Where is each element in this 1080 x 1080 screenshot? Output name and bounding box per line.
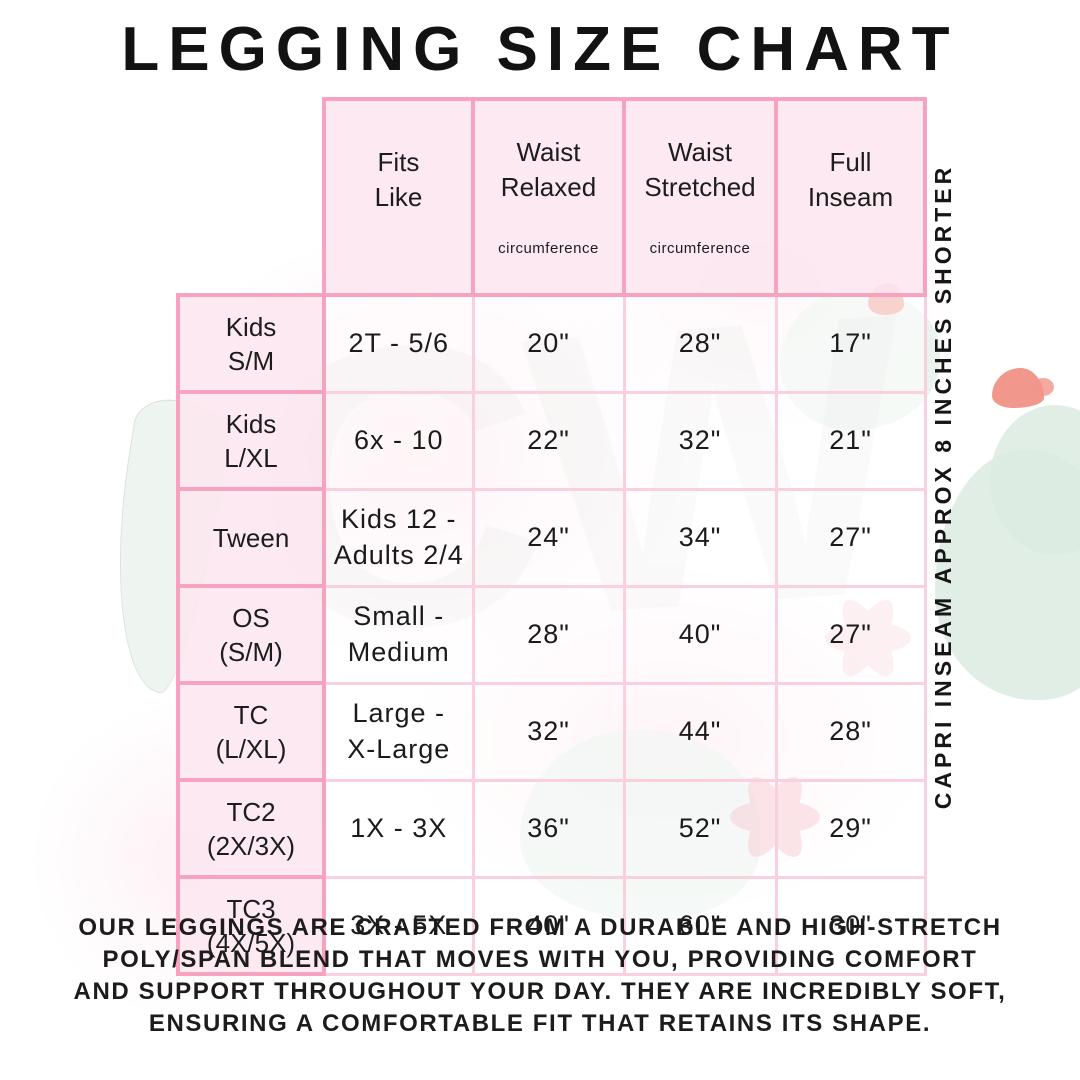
waist-relaxed-cell: 32" xyxy=(471,681,626,782)
waist-relaxed-cell: 22" xyxy=(471,390,626,491)
fits-like-cell: 2T - 5/6 xyxy=(322,293,475,394)
column-header-full-inseam: Full Inseam xyxy=(774,96,927,298)
waist-stretched-cell: 32" xyxy=(622,390,778,491)
size-label-cell: TC (L/XL) xyxy=(176,681,326,783)
legging-size-table: Fits Like Waist Relaxed circumference Wa… xyxy=(176,96,927,977)
size-label-cell: TC2 (2X/3X) xyxy=(176,778,326,880)
column-header-subnote: circumference xyxy=(498,240,599,258)
table-row: OS (S/M) Small - Medium 28" 40" 27" xyxy=(176,584,927,686)
column-header-label: Waist Stretched xyxy=(644,137,756,202)
waist-stretched-cell: 28" xyxy=(622,293,778,394)
full-inseam-cell: 29" xyxy=(774,778,927,879)
size-label-cell: Kids S/M xyxy=(176,293,326,395)
column-header-subnote: circumference xyxy=(649,240,751,258)
table-row: Tween Kids 12 - Adults 2/4 24" 34" 27" xyxy=(176,487,927,589)
full-inseam-cell: 27" xyxy=(774,487,927,588)
column-header-label: Full Inseam xyxy=(807,147,894,212)
waist-relaxed-cell: 24" xyxy=(471,487,626,588)
column-header-fits-like: Fits Like xyxy=(322,96,475,298)
full-inseam-cell: 30" xyxy=(774,875,927,976)
waist-relaxed-cell: 28" xyxy=(471,584,626,685)
waist-relaxed-cell: 36" xyxy=(471,778,626,879)
page-title: LEGGING SIZE CHART xyxy=(121,15,959,84)
column-header-waist-relaxed: Waist Relaxed circumference xyxy=(471,96,626,298)
waist-stretched-cell: 52" xyxy=(622,778,778,879)
table-header-row: Fits Like Waist Relaxed circumference Wa… xyxy=(178,96,927,298)
full-inseam-cell: 28" xyxy=(774,681,927,782)
fits-like-cell: 3X - 5X xyxy=(322,875,475,976)
size-label-cell: Tween xyxy=(176,487,326,589)
corner-cell xyxy=(178,99,324,295)
size-label-cell: TC3 (4X/5X) xyxy=(176,875,326,977)
product-description: OUR LEGGINGS ARE CRAFTED FROM A DURABLE … xyxy=(73,914,1007,1037)
column-header-label: Fits Like xyxy=(374,147,423,212)
table-row: TC2 (2X/3X) 1X - 3X 36" 52" 29" xyxy=(176,778,927,880)
size-label-cell: OS (S/M) xyxy=(176,584,326,686)
waist-stretched-cell: 40" xyxy=(622,584,778,685)
waist-stretched-cell: 34" xyxy=(622,487,778,588)
waist-stretched-cell: 44" xyxy=(622,681,778,782)
size-label-cell: Kids L/XL xyxy=(176,390,326,492)
fits-like-cell: Kids 12 - Adults 2/4 xyxy=(322,487,475,588)
cactus-illustration xyxy=(990,405,1080,555)
capri-inseam-note-text: CAPRI INSEAM APPROX 8 INCHES SHORTER xyxy=(930,163,957,810)
fits-like-cell: Small - Medium xyxy=(322,584,475,685)
fits-like-cell: 6x - 10 xyxy=(322,390,475,491)
fits-like-cell: 1X - 3X xyxy=(322,778,475,879)
column-header-label: Waist Relaxed xyxy=(500,137,597,202)
column-header-waist-stretched: Waist Stretched circumference xyxy=(622,96,778,298)
table-row: Kids S/M 2T - 5/6 20" 28" 17" xyxy=(176,293,927,395)
waist-relaxed-cell: 20" xyxy=(471,293,626,394)
table-row: Kids L/XL 6x - 10 22" 32" 21" xyxy=(176,390,927,492)
cactus-flower-illustration xyxy=(1032,378,1054,396)
capri-inseam-note: CAPRI INSEAM APPROX 8 INCHES SHORTER xyxy=(902,97,986,876)
fits-like-cell: Large - X-Large xyxy=(322,681,475,782)
table-row: TC (L/XL) Large - X-Large 32" 44" 28" xyxy=(176,681,927,783)
cactus-flower-illustration xyxy=(992,368,1044,408)
